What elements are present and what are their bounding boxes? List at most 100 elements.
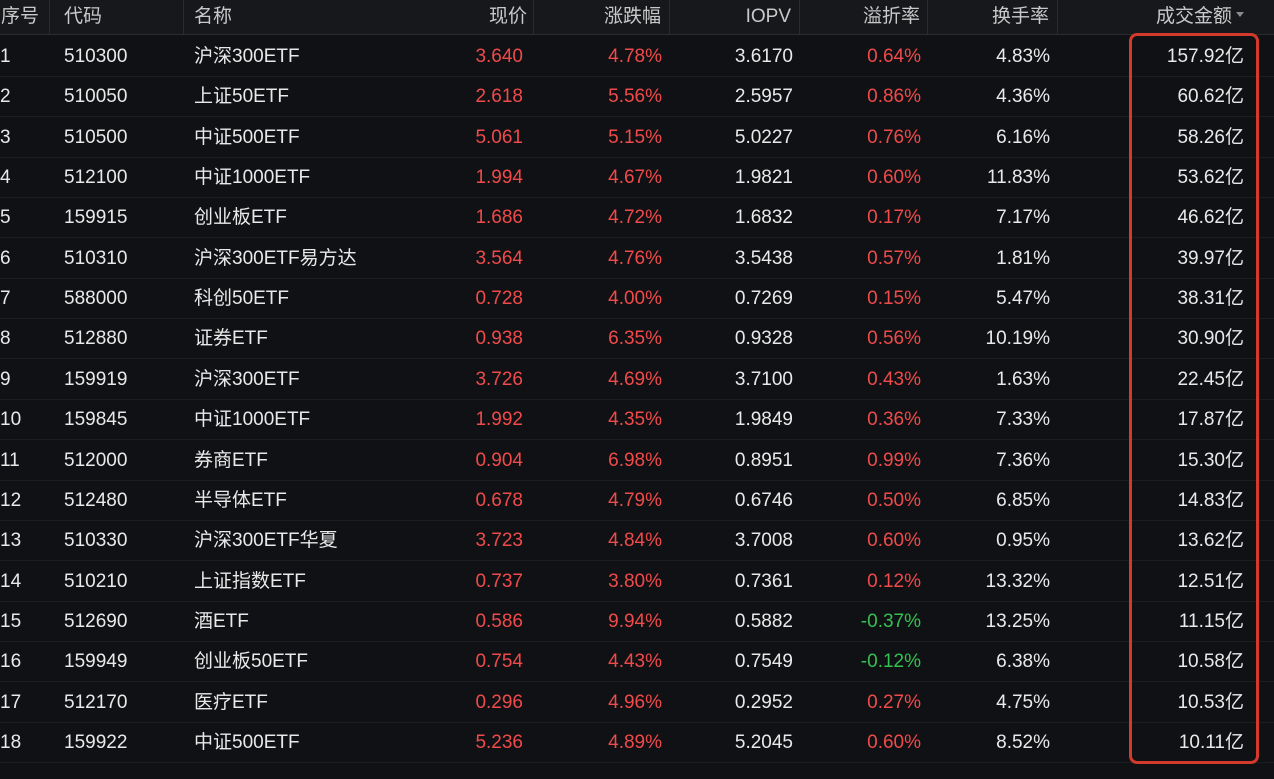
col-header-amount[interactable]: 成交金额: [1058, 0, 1274, 34]
cell-premium: 0.60%: [867, 167, 921, 189]
cell-code: 510300: [64, 46, 128, 67]
cell-change: 4.89%: [608, 731, 662, 753]
table-row[interactable]: 10 159845 中证1000ETF 1.992 4.35% 1.9849 0.36% 7.…: [0, 400, 1274, 441]
cell-name: 沪深300ETF华夏: [194, 530, 338, 552]
cell-turnover: 10.19%: [985, 328, 1050, 350]
cell-code: 512170: [64, 691, 128, 713]
table-row[interactable]: 13 510330 沪深300ETF华夏 3.723 4.84% 3.7008 0.60% 0…: [0, 521, 1274, 562]
cell-iopv: 3.7008: [734, 530, 793, 552]
cell-change: 9.94%: [608, 610, 662, 632]
cell-name: 中证1000ETF: [194, 409, 311, 431]
cell-index: 12: [0, 489, 22, 511]
col-header-change[interactable]: 涨跌幅: [534, 0, 670, 34]
cell-code: 510050: [64, 86, 128, 108]
cell-change: 5.56%: [608, 86, 662, 108]
cell-index: 8: [0, 328, 11, 350]
cell-index: 5: [0, 207, 11, 229]
cell-premium: 0.17%: [867, 207, 921, 229]
cell-price: 0.678: [475, 489, 523, 511]
col-header-amount-label: 成交金额: [1155, 6, 1232, 27]
cell-change: 4.67%: [608, 167, 662, 189]
cell-change: 6.35%: [608, 328, 662, 350]
cell-price: 0.754: [475, 651, 523, 673]
table-row[interactable]: 15 512690 酒ETF 0.586 9.94% 0.5882 -0.37% 13.25%…: [0, 601, 1274, 642]
table-row[interactable]: 14 510210 上证指数ETF 0.737 3.80% 0.7361 0.12% 13.3…: [0, 561, 1274, 602]
cell-price: 0.737: [475, 570, 523, 592]
table-row[interactable]: 12 512480 半导体ETF 0.678 4.79% 0.6746 0.50% 6.85%…: [0, 480, 1274, 521]
cell-amount: 11.15亿: [1178, 610, 1244, 632]
cell-index: 13: [0, 530, 22, 552]
cell-amount: 10.53亿: [1177, 691, 1244, 713]
cell-amount: 15.30亿: [1177, 449, 1244, 471]
cell-change: 4.96%: [608, 691, 662, 713]
table-row[interactable]: 8 512880 证券ETF 0.938 6.35% 0.9328 0.56% 10.19% 3…: [0, 319, 1274, 360]
cell-change: 4.72%: [608, 207, 662, 229]
cell-price: 0.586: [475, 610, 523, 632]
cell-code: 510210: [64, 570, 128, 592]
table-row[interactable]: 7 588000 科创50ETF 0.728 4.00% 0.7269 0.15% 5.47%…: [0, 279, 1274, 320]
col-header-price[interactable]: 现价: [415, 0, 534, 34]
cell-turnover: 6.38%: [996, 651, 1050, 673]
cell-premium: 0.57%: [867, 247, 921, 269]
cell-iopv: 0.2952: [734, 691, 793, 713]
table-row-partial: [0, 768, 1274, 779]
cell-iopv: 1.9849: [734, 409, 793, 431]
cell-index: 10: [0, 409, 22, 431]
cell-name: 医疗ETF: [194, 691, 268, 713]
cell-premium: 0.50%: [867, 489, 921, 511]
table-row[interactable]: 3 510500 中证500ETF 5.061 5.15% 5.0227 0.76% 6.16…: [0, 117, 1274, 158]
cell-price: 5.236: [475, 731, 523, 753]
table-row[interactable]: 16 159949 创业板50ETF 0.754 4.43% 0.7549 -0.12% 6.…: [0, 642, 1274, 683]
cell-code: 512000: [64, 449, 128, 471]
table-row[interactable]: 5 159915 创业板ETF 1.686 4.72% 1.6832 0.17% 7.17% 4…: [0, 198, 1274, 239]
col-header-turnover[interactable]: 换手率: [928, 0, 1058, 34]
cell-iopv: 5.2045: [734, 731, 793, 753]
table-row[interactable]: 4 512100 中证1000ETF 1.994 4.67% 1.9821 0.60% 11.…: [0, 158, 1274, 199]
cell-amount: 157.92亿: [1166, 46, 1244, 67]
cell-change: 4.76%: [608, 247, 662, 269]
table-row[interactable]: 18 159922 中证500ETF 5.236 4.89% 5.2045 0.60% 8.5…: [0, 722, 1274, 763]
table-row[interactable]: 6 510310 沪深300ETF易方达 3.564 4.76% 3.5438 0.57% 1…: [0, 238, 1274, 279]
cell-premium: 0.36%: [867, 409, 921, 431]
cell-code: 512100: [64, 167, 128, 189]
cell-turnover: 5.47%: [996, 288, 1050, 310]
cell-name: 沪深300ETF: [194, 46, 300, 67]
cell-turnover: 7.33%: [996, 409, 1050, 431]
sort-desc-icon[interactable]: [1236, 12, 1244, 18]
col-header-index[interactable]: 序号: [0, 0, 50, 34]
cell-change: 4.84%: [608, 530, 662, 552]
table-row[interactable]: 9 159919 沪深300ETF 3.726 4.69% 3.7100 0.43% 1.63…: [0, 359, 1274, 400]
col-header-code[interactable]: 代码: [50, 0, 184, 34]
cell-change: 4.35%: [608, 409, 662, 431]
cell-index: 18: [0, 731, 22, 753]
cell-code: 510500: [64, 126, 128, 148]
cell-iopv: 0.7269: [734, 288, 793, 310]
cell-amount: 53.62亿: [1177, 167, 1244, 189]
cell-index: 16: [0, 651, 22, 673]
cell-amount: 10.11亿: [1178, 731, 1244, 753]
cell-index: 15: [0, 610, 22, 632]
cell-change: 4.79%: [608, 489, 662, 511]
cell-turnover: 4.83%: [996, 46, 1050, 67]
partial-row-content: [194, 768, 254, 779]
cell-index: 9: [0, 368, 11, 390]
table-row[interactable]: 2 510050 上证50ETF 2.618 5.56% 2.5957 0.86% 4.36%…: [0, 77, 1274, 118]
cell-price: 1.994: [475, 167, 523, 189]
cell-code: 159845: [64, 409, 128, 431]
cell-name: 沪深300ETF: [194, 368, 300, 390]
table-row[interactable]: 11 512000 券商ETF 0.904 6.98% 0.8951 0.99% 7.36% 1…: [0, 440, 1274, 481]
table-row[interactable]: 17 512170 医疗ETF 0.296 4.96% 0.2952 0.27% 4.75% 1…: [0, 682, 1274, 723]
table-row[interactable]: 1 510300 沪深300ETF 3.640 4.78% 3.6170 0.64% 4.83…: [0, 37, 1274, 77]
cell-index: 11: [0, 449, 20, 471]
table-header: 序号 代码 名称 现价 涨跌幅 IOPV 溢折率 换手率 成交金额: [0, 0, 1274, 35]
cell-premium: -0.37%: [860, 610, 921, 632]
cell-premium: 0.64%: [867, 46, 921, 67]
cell-premium: 0.12%: [867, 570, 921, 592]
cell-change: 4.69%: [608, 368, 662, 390]
cell-index: 1: [0, 46, 11, 67]
cell-amount: 38.31亿: [1177, 288, 1244, 310]
col-header-premium[interactable]: 溢折率: [800, 0, 928, 34]
col-header-iopv[interactable]: IOPV: [670, 0, 800, 34]
cell-amount: 30.90亿: [1177, 328, 1244, 350]
